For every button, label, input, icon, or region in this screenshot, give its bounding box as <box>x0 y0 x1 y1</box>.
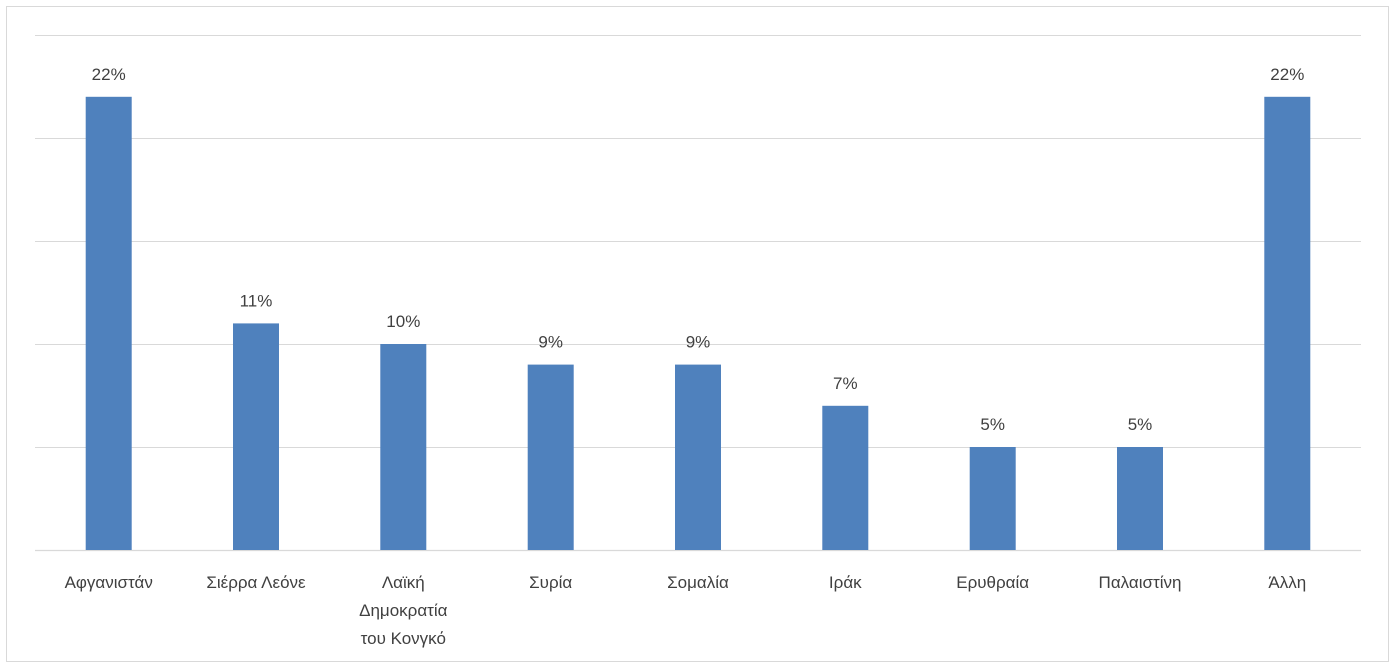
x-tick-label: Συρία <box>529 573 572 592</box>
bar <box>969 447 1016 550</box>
data-label: 5% <box>1128 415 1153 434</box>
x-tick-label: Παλαιστίνη <box>1099 573 1182 592</box>
x-tick-label: Αφγανιστάν <box>65 573 153 592</box>
x-tick-label: Ερυθραία <box>956 573 1029 592</box>
bar <box>1117 447 1163 550</box>
bar <box>822 405 869 550</box>
x-tick-label: Σιέρρα Λεόνε <box>206 573 306 592</box>
x-tick-label-line: Λαϊκή <box>382 573 425 592</box>
data-label: 10% <box>386 312 420 331</box>
x-tick-label: Άλλη <box>1268 573 1306 592</box>
bar <box>380 344 427 550</box>
x-tick-label-line: του Κονγκό <box>361 629 446 648</box>
x-tick-label: Ιράκ <box>829 573 862 592</box>
x-tick-label: Σομαλία <box>667 573 729 592</box>
data-label: 5% <box>980 415 1005 434</box>
data-label: 22% <box>1270 65 1304 84</box>
bar <box>85 96 132 551</box>
data-label: 9% <box>686 333 711 352</box>
bar <box>1264 96 1311 551</box>
data-label: 22% <box>92 65 126 84</box>
data-label: 7% <box>833 374 858 393</box>
bar <box>233 323 279 550</box>
x-tick-label-line: Δημοκρατία <box>359 601 448 620</box>
bar <box>675 364 721 550</box>
bar <box>527 364 574 550</box>
data-label: 9% <box>538 333 563 352</box>
data-label: 11% <box>240 291 273 310</box>
